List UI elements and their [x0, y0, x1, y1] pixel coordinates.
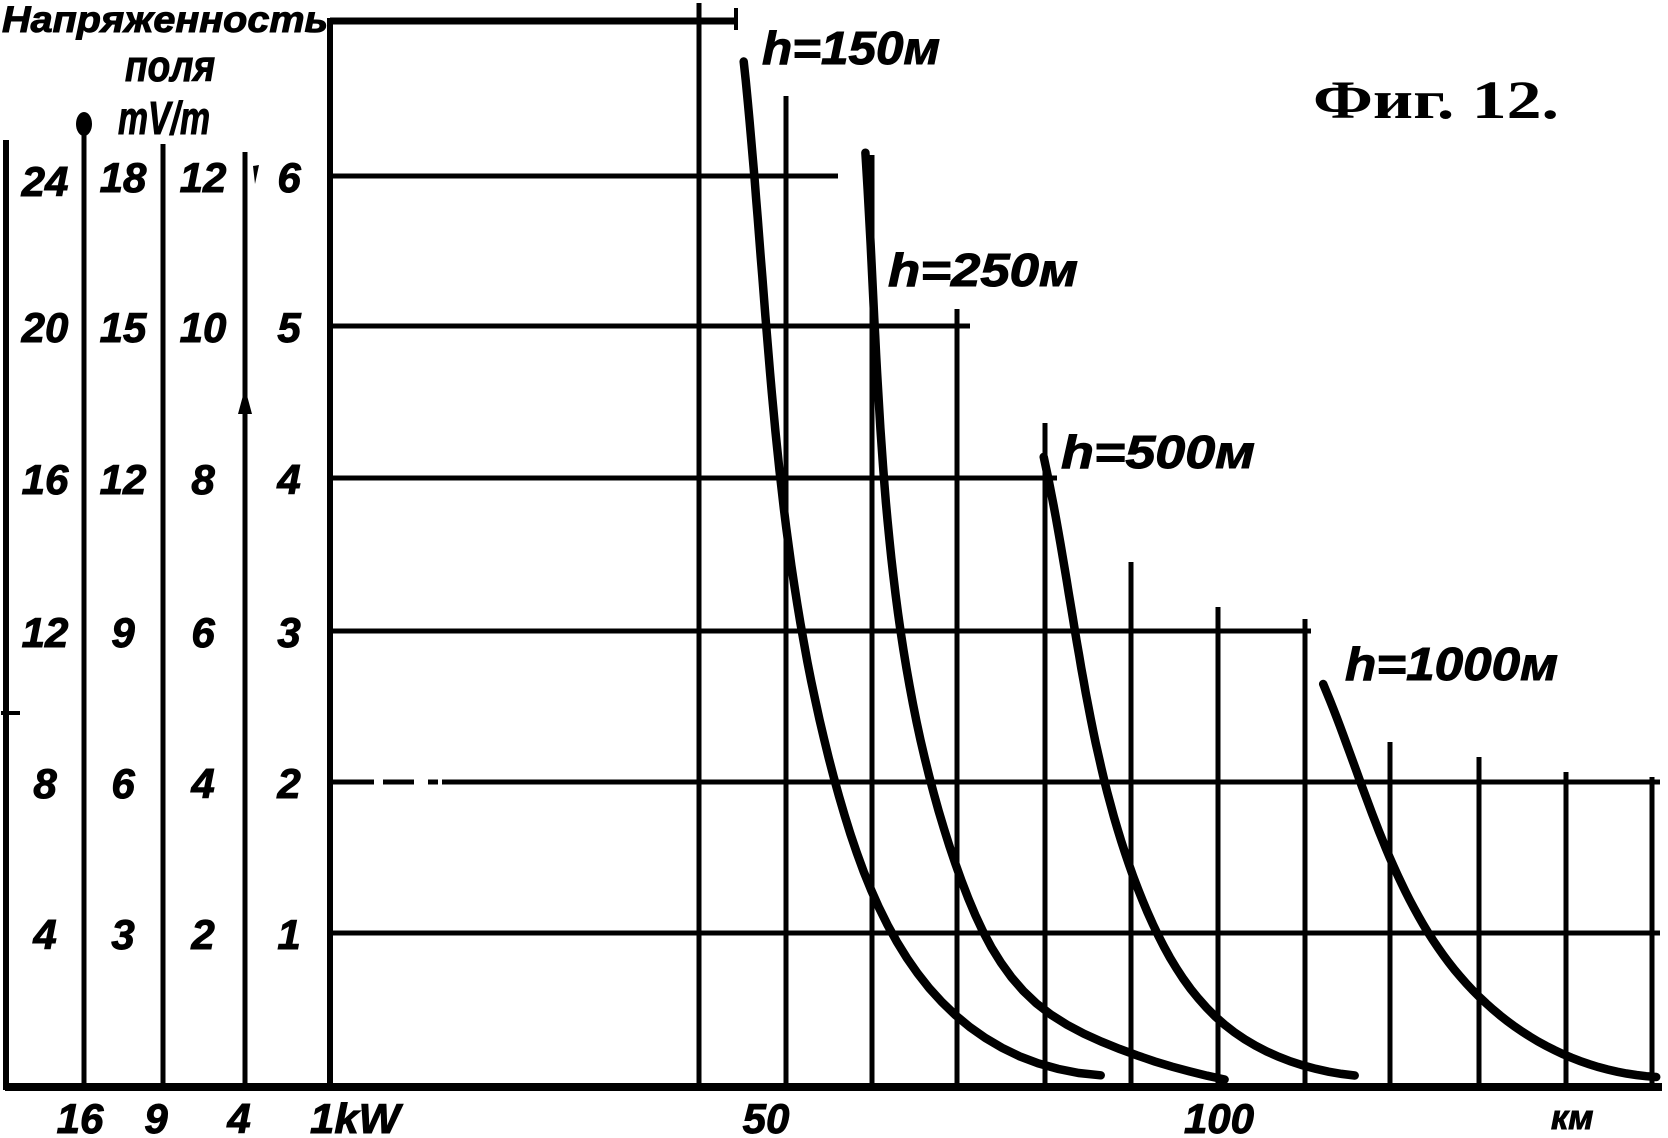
svg-text:6: 6: [111, 760, 135, 807]
svg-text:4: 4: [190, 760, 214, 807]
svg-text:9: 9: [111, 609, 135, 656]
svg-text:12: 12: [100, 456, 147, 503]
svg-text:12: 12: [180, 154, 227, 201]
svg-text:4: 4: [32, 911, 56, 958]
svg-text:8: 8: [191, 456, 215, 503]
svg-text:4: 4: [276, 456, 300, 503]
svg-text:Фиг. 12.: Фиг. 12.: [1313, 70, 1559, 130]
svg-text:h=150м: h=150м: [762, 22, 940, 74]
svg-text:24: 24: [21, 158, 69, 205]
svg-text:10: 10: [180, 304, 227, 351]
svg-text:4: 4: [226, 1095, 250, 1138]
svg-text:15: 15: [100, 304, 147, 351]
svg-text:3: 3: [277, 609, 300, 656]
svg-text:12: 12: [22, 609, 69, 656]
svg-text:1: 1: [277, 911, 300, 958]
svg-text:50: 50: [743, 1095, 790, 1138]
svg-text:2: 2: [190, 911, 214, 958]
svg-text:1kW: 1kW: [310, 1095, 403, 1138]
svg-text:6: 6: [277, 154, 301, 201]
svg-text:Напряженность: Напряженность: [2, 0, 328, 40]
svg-text:2: 2: [276, 760, 300, 807]
svg-text:5: 5: [277, 304, 301, 351]
svg-text:поля: поля: [125, 42, 215, 91]
svg-text:h=500м: h=500м: [1061, 426, 1255, 478]
svg-text:8: 8: [33, 760, 57, 807]
svg-text:18: 18: [100, 154, 147, 201]
svg-text:20: 20: [21, 304, 69, 351]
svg-text:mV/m: mV/m: [118, 92, 210, 144]
svg-text:км: км: [1551, 1099, 1593, 1137]
svg-text:h=1000м: h=1000м: [1345, 638, 1558, 690]
svg-text:6: 6: [191, 609, 215, 656]
svg-text:16: 16: [22, 456, 69, 503]
svg-text:100: 100: [1184, 1095, 1254, 1138]
svg-text:16: 16: [57, 1095, 104, 1138]
svg-text:9: 9: [144, 1095, 168, 1138]
svg-text:3: 3: [111, 911, 134, 958]
svg-text:h=250м: h=250м: [888, 244, 1078, 296]
